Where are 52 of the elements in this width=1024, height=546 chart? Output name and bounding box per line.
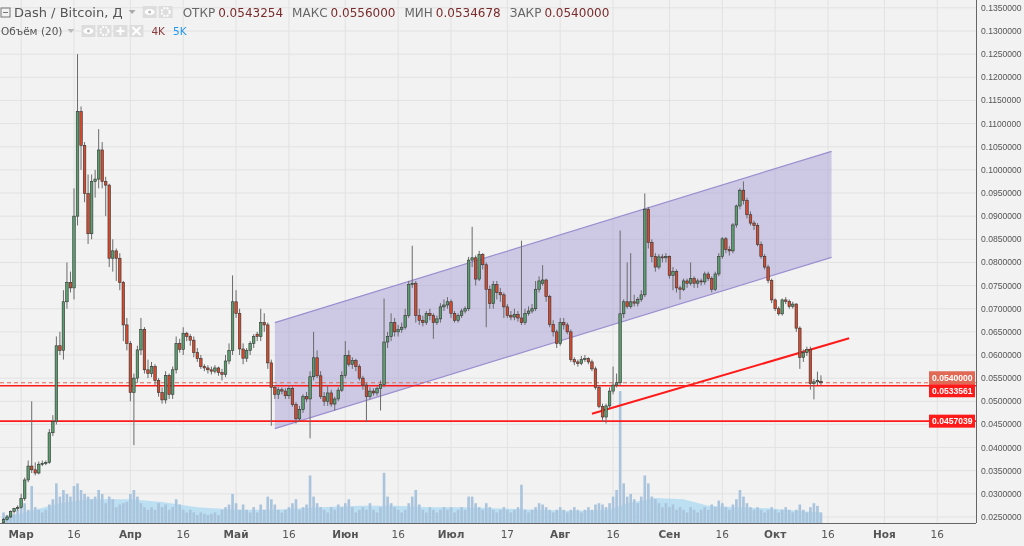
annotation: 4K [151, 25, 167, 37]
y-tick-label: 0.1350000 [981, 2, 1022, 13]
y-tick-label: 0.0700000 [981, 303, 1022, 314]
chart-title: Объём (20) [1, 25, 63, 37]
x-tick-label: Мар [8, 528, 35, 540]
x-tick-label: 16 [930, 528, 945, 540]
y-tick-label: 0.0600000 [981, 350, 1022, 360]
y-tick-label: 0.0500000 [981, 396, 1022, 407]
x-tick-label: Окт [764, 528, 788, 540]
y-tick-label: 0.0550000 [981, 373, 1022, 384]
y-tick-label: 0.0750000 [981, 280, 1022, 291]
y-tick-label: 0.1050000 [981, 141, 1022, 152]
y-tick-label: 0.0450000 [981, 419, 1022, 430]
y-tick-label: 0.1100000 [981, 118, 1022, 129]
annotation: ОТКР 0.0543254 [182, 6, 284, 20]
y-tick-label: 0.0950000 [981, 188, 1022, 199]
x-tick-label: 16 [606, 528, 621, 540]
x-tick-label: Июн [332, 528, 359, 540]
annotation: МАКС 0.0556000 [292, 6, 396, 20]
x-tick-label: 16 [391, 528, 406, 540]
y-tick-label: 0.1200000 [981, 72, 1022, 83]
x-tick-label: Сен [658, 528, 681, 540]
chart-title: Dash / Bitcoin, Д [14, 5, 123, 20]
y-tick-label: 0.0800000 [981, 257, 1022, 268]
annotation: 5K [173, 25, 188, 37]
y-tick-label: 0.1000000 [981, 164, 1022, 175]
x-tick-label: Апр [118, 528, 143, 540]
x-tick-label: Авг [550, 528, 571, 540]
x-tick-label: 16 [715, 528, 730, 540]
y-tick-label: 0.0850000 [981, 234, 1022, 245]
x-tick-label: Июл [437, 528, 465, 540]
ref-line-label: 0.0540000 [932, 372, 973, 383]
ref-line-label: 0.0457039 [932, 416, 973, 427]
y-tick-label: 0.1250000 [981, 49, 1022, 60]
x-tick-label: 16 [176, 528, 191, 540]
y-tick-label: 0.0900000 [981, 211, 1022, 222]
x-tick-label: 17 [500, 528, 515, 540]
y-tick-label: 0.0350000 [981, 465, 1022, 476]
x-tick-label: Ноя [873, 528, 896, 540]
annotation: МИН 0.0534678 [404, 6, 501, 20]
y-tick-label: 0.1300000 [981, 26, 1022, 37]
y-tick-label: 0.1150000 [981, 95, 1022, 106]
y-tick-label: 0.0300000 [981, 488, 1022, 499]
ref-line-label: 0.0533561 [932, 385, 973, 396]
x-tick-label: 16 [821, 528, 836, 540]
annotation: ЗАКР 0.0540000 [509, 6, 610, 20]
y-tick-label: 0.0400000 [981, 442, 1022, 453]
x-tick-label: Май [223, 528, 249, 540]
x-tick-label: 16 [282, 528, 296, 540]
y-tick-label: 0.0250000 [981, 511, 1022, 522]
y-tick-label: 0.0650000 [981, 326, 1022, 337]
x-tick-label: 16 [67, 528, 81, 540]
